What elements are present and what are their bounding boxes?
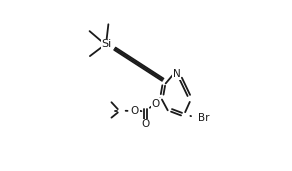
Text: N: N (173, 69, 181, 79)
Text: O: O (131, 106, 139, 116)
Text: Si: Si (102, 40, 112, 49)
Text: Br: Br (198, 113, 210, 123)
Text: O: O (141, 120, 149, 129)
Text: O: O (152, 99, 160, 109)
